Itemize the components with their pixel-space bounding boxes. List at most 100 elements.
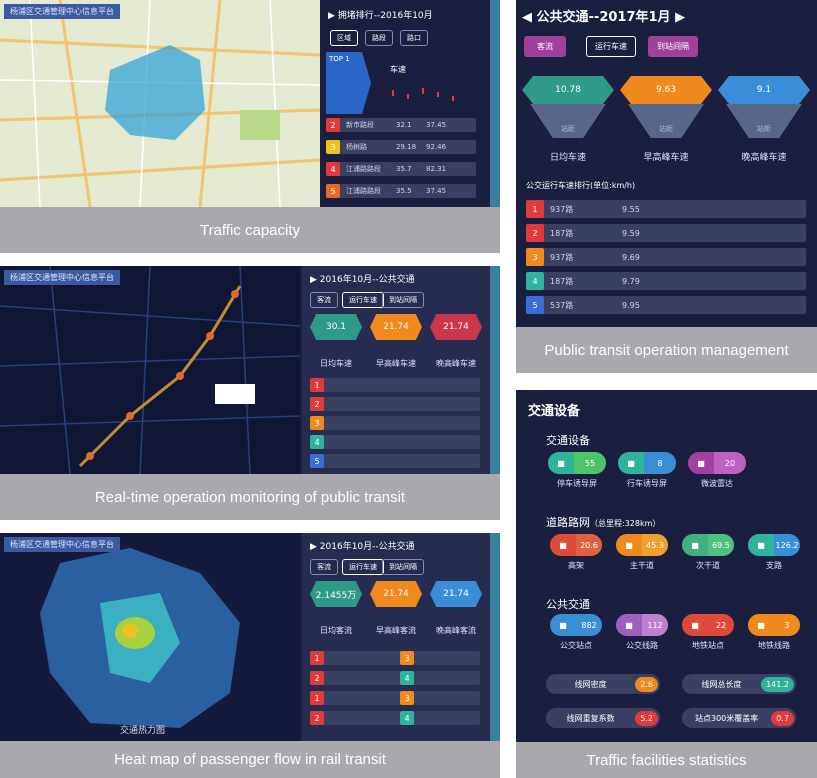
monitor-row[interactable]: 1 [310,378,480,392]
top1-label: TOP 1 [329,55,350,63]
tab-intersection[interactable]: 路口 [400,30,428,46]
metric-hexagon: 21.74 [370,314,422,340]
facility-icon: ■ [616,614,642,636]
section-transit: 公共交通 [546,598,590,611]
tab-speed[interactable]: 运行车速 [342,292,384,308]
facility-icon: ■ [616,534,642,556]
facility-label: 高架 [568,561,584,570]
prev-month-icon[interactable]: ◀ [522,10,537,25]
metric-label: 晚高峰客流 [436,626,476,635]
route-speed: 9.55 [622,204,640,214]
route-row[interactable]: 2 187路 9.59 [526,224,806,242]
tab-road[interactable]: 路段 [365,30,393,46]
facility-pill[interactable]: ■ 45.3 [616,534,668,556]
facility-pill[interactable]: ■ 3 [748,614,800,636]
facility-pill[interactable]: ■ 69.5 [682,534,734,556]
row-name: 杨树路 [346,143,367,151]
facility-label: 支路 [766,561,782,570]
metric-hexagon: 9.1 [718,76,810,104]
tab-passenger[interactable]: 客流 [310,559,338,575]
rank-number: 2 [526,224,544,242]
rank-number: 5 [310,454,324,468]
ranking-row[interactable]: 5 江浦路路段 35.5 37.45 [326,184,476,198]
rank-number: 1 [310,378,324,392]
route-row[interactable]: 4 187路 9.79 [526,272,806,290]
rank-number: 2 [310,397,324,411]
tab-passenger[interactable]: 客流 [310,292,338,308]
facility-value: 3 [774,614,800,636]
facility-pill[interactable]: ■ 55 [548,452,606,474]
route-speed: 9.95 [622,300,640,310]
facility-value: 55 [574,452,606,474]
metric-label: 早高峰车速 [376,359,416,368]
metric-sub-label: 站距 [757,125,771,133]
next-month-icon[interactable]: ▶ [670,10,686,25]
facility-pill[interactable]: ■ 126.2 [748,534,800,556]
rank-number: 1 [526,200,544,218]
stat-label: 线网重复系数 [566,713,615,723]
rank-number: 4 [400,711,414,725]
rank-number: 4 [310,435,324,449]
ranking-row[interactable]: 4 江浦路路段 35.7 82.31 [326,162,476,176]
facility-pill[interactable]: ■ 882 [550,614,602,636]
right-strip [490,0,500,207]
ranking-row[interactable]: 3 杨树路 29.18 92.46 [326,140,476,154]
facility-pill[interactable]: ■ 112 [616,614,668,636]
month-nav: ◀ 公共交通--2017年1月 ▶ [522,6,685,25]
caption-traffic-capacity: Traffic capacity [0,207,500,253]
traffic-capacity-panel: 杨浦区交通管理中心信息平台 ▶ 拥堵排行--2016年10月 区域 路段 路口 … [0,0,500,207]
metric-hexagon: 21.74 [430,314,482,340]
metric-sub-label: 站距 [561,125,575,133]
monitor-title-text: 2016年10月--公共交通 [319,275,415,285]
chart-title: 车速 [390,65,406,74]
monitor-row[interactable]: 5 [310,454,480,468]
tab-interval[interactable]: 到站间隔 [382,292,424,308]
section-roads-note: （总里程:328km） [590,519,661,528]
rank-number: 3 [400,691,414,705]
realtime-monitoring-panel: 杨浦区交通管理中心信息平台 ▶ 2016年10月--公共交通 客流 运行车速 到… [0,266,500,474]
row-name: 江浦路路段 [346,187,381,195]
metric-hexagon: 21.74 [430,581,482,607]
tab-speed[interactable]: 运行车速 [342,559,384,575]
facility-value: 22 [708,614,734,636]
monitor-row[interactable]: 3 [310,416,480,430]
facility-pill[interactable]: ■ 20.6 [550,534,602,556]
rank-number: 4 [526,272,544,290]
city-map[interactable] [0,0,320,207]
stat-label: 线网总长度 [701,679,742,689]
facility-pill[interactable]: ■ 20 [688,452,746,474]
tab-region[interactable]: 区域 [330,30,358,46]
ranking-row[interactable]: 2 新市路段 32.1 37.45 [326,118,476,132]
stat-value: 0.7 [771,710,794,726]
transit-route-map[interactable] [0,266,300,474]
route-row[interactable]: 5 537路 9.95 [526,296,806,314]
monitor-row[interactable]: 2 [310,397,480,411]
rank-number: 3 [326,140,340,154]
facility-icon: ■ [688,452,714,474]
rank-number: 3 [526,248,544,266]
heat-map[interactable] [0,533,300,741]
heatmap-title: ▶ 2016年10月--公共交通 [310,542,415,552]
facility-label: 地铁线路 [758,641,790,650]
heatmap-sidebar: ▶ 2016年10月--公共交通 客流 运行车速 到站间隔 2.1455万 日均客… [302,533,490,741]
facility-pill[interactable]: ■ 8 [618,452,676,474]
route-row[interactable]: 1 937路 9.55 [526,200,806,218]
facility-value: 69.5 [708,534,734,556]
metric-label: 日均车速 [320,359,352,368]
tab-interval[interactable]: 到站间隔 [648,36,698,57]
tab-passenger[interactable]: 客流 [524,36,566,57]
rank-number: 5 [526,296,544,314]
monitor-row[interactable]: 4 [310,435,480,449]
route-name: 537路 [550,300,574,310]
tab-interval[interactable]: 到站间隔 [382,559,424,575]
facility-pill[interactable]: ■ 22 [682,614,734,636]
monitor-sidebar: ▶ 2016年10月--公共交通 客流 运行车速 到站间隔 30.1 日均车速 21… [302,266,490,474]
facility-icon: ■ [748,534,774,556]
metric-label: 日均客流 [320,626,352,635]
route-row[interactable]: 3 937路 9.69 [526,248,806,266]
tab-speed[interactable]: 运行车速 [586,36,636,57]
